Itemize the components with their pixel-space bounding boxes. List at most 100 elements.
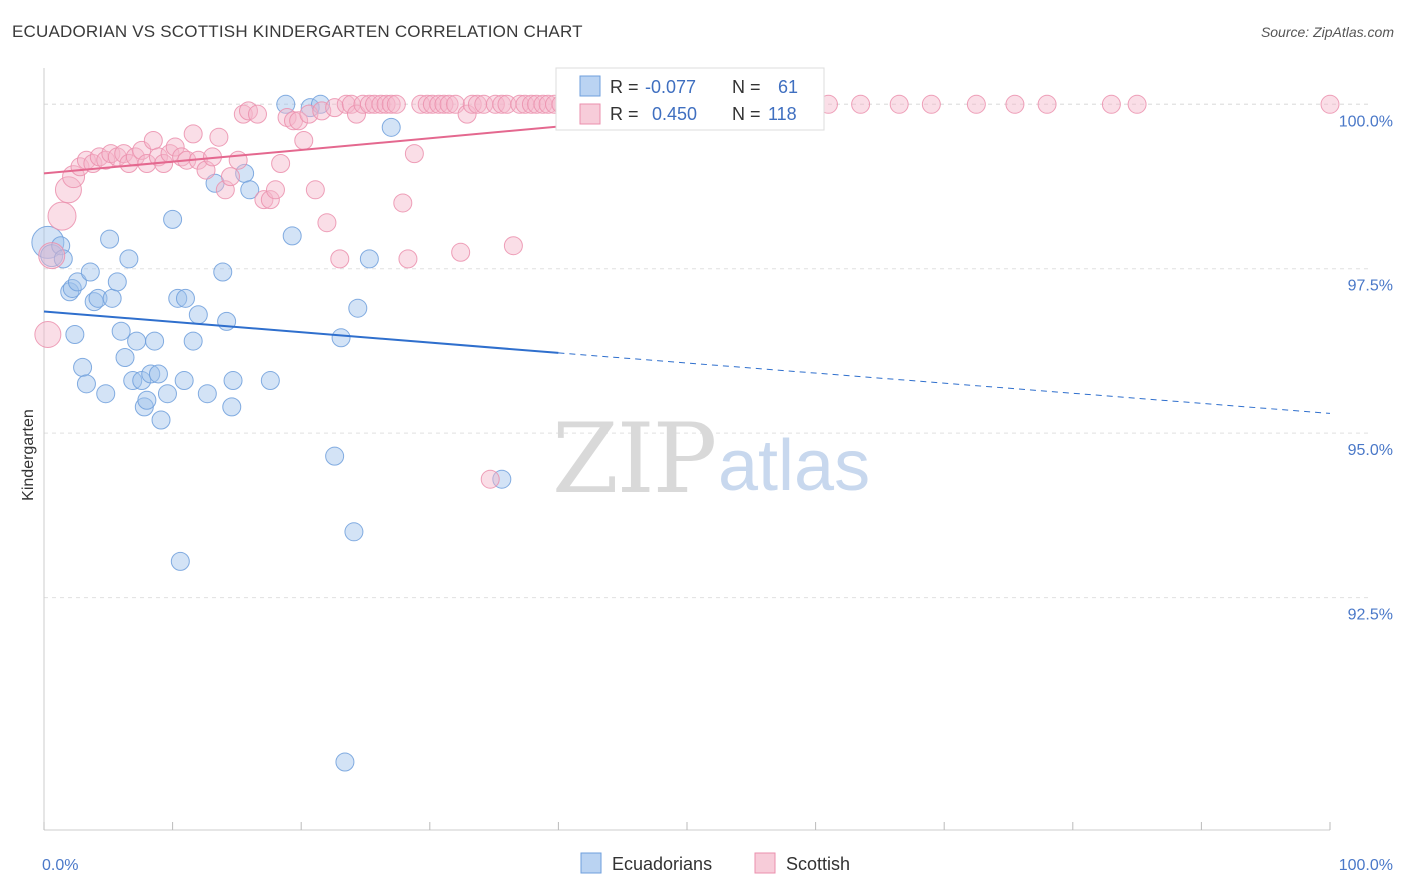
grid-lines <box>44 103 1370 599</box>
scottish-point-66 <box>434 94 454 114</box>
ecuadorian-point-15 <box>102 288 122 308</box>
y-tick-label-2: 95.0% <box>1348 442 1393 459</box>
ecuadorian-point-7 <box>67 272 87 292</box>
scottish-point-117 <box>1101 94 1121 114</box>
ecuadorian-point-28 <box>151 410 171 430</box>
scottish-point-64 <box>422 94 442 114</box>
scottish-point-46 <box>317 213 337 233</box>
ecuadorian-point-21 <box>127 331 147 351</box>
ecuadorian-point-55 <box>381 117 401 137</box>
scottish-point-44 <box>305 180 325 200</box>
scottish-point-116 <box>1037 94 1057 114</box>
scottish-point-63 <box>417 94 437 114</box>
x-tick-label-1: 100.0% <box>1339 857 1393 874</box>
scottish-point-48 <box>330 249 350 269</box>
ecuadorian-point-56 <box>492 469 512 489</box>
scottish-point-18 <box>148 147 168 167</box>
scottish-point-81 <box>521 94 541 114</box>
scottish-point-51 <box>346 104 366 124</box>
scottish-point-38 <box>271 154 291 173</box>
scottish-point-78 <box>503 236 523 256</box>
watermark-atlas: atlas <box>718 426 870 506</box>
ecuadorian-point-26 <box>145 331 165 351</box>
scottish-point-2 <box>47 201 77 231</box>
ecuadorian-point-10 <box>80 262 100 282</box>
scottish-point-28 <box>209 127 229 147</box>
scottish-point-58 <box>386 94 406 114</box>
bottom-legend-label-scottish: Scottish <box>786 854 850 874</box>
scottish-point-111 <box>851 94 871 114</box>
scottish-point-112 <box>889 94 909 114</box>
scottish-point-75 <box>485 94 505 114</box>
ecuadorian-point-53 <box>348 298 368 318</box>
ecuadorian-point-16 <box>107 272 127 292</box>
ecuadorian-point-9 <box>76 374 96 394</box>
scottish-point-54 <box>365 94 385 114</box>
ecuadorian-point-47 <box>282 226 302 246</box>
scottish-point-59 <box>393 193 413 213</box>
scottish-point-69 <box>451 242 471 262</box>
ecuadorian-point-31 <box>168 288 188 308</box>
scottish-point-36 <box>260 190 280 210</box>
ecuadorian-point-33 <box>174 371 194 391</box>
legend-r-label-1: R = <box>610 77 639 97</box>
ecuadorian-point-32 <box>170 551 190 571</box>
scottish-point-12 <box>114 144 134 164</box>
y-tick-label-3: 92.5% <box>1348 607 1393 624</box>
scottish-point-55 <box>371 94 391 114</box>
trend-lines <box>43 103 1331 414</box>
scottish-point-53 <box>359 94 379 114</box>
scottish-point-1 <box>38 242 66 270</box>
scottish-point-42 <box>294 130 314 150</box>
ecuadorian-point-19 <box>119 249 139 269</box>
ecuadorian-point-25 <box>141 364 161 384</box>
ecuadorian-point-49 <box>325 446 345 466</box>
ecuadorian-point-27 <box>148 364 168 384</box>
y-axis-label: Kindergarten <box>20 409 37 501</box>
ecuadorian-point-18 <box>115 348 135 368</box>
y-tick-label-1: 97.5% <box>1348 278 1393 295</box>
source-credit: Source: ZipAtlas.com <box>1260 24 1394 40</box>
scottish-point-61 <box>404 144 424 164</box>
scottish-point-31 <box>228 150 248 170</box>
ecuadorian-point-12 <box>88 288 108 308</box>
bottom-legend: Ecuadorians Scottish <box>580 852 850 874</box>
watermark: ZIP atlas <box>552 403 870 515</box>
ecuadorian-point-34 <box>175 288 195 308</box>
legend-swatch-scottish <box>579 103 601 125</box>
scottish-point-9 <box>96 150 116 170</box>
ecuadorian-trend-line <box>43 310 559 354</box>
scottish-point-3 <box>54 176 82 204</box>
watermark-zip: ZIP <box>552 403 715 515</box>
ecuadorian-point-39 <box>213 262 233 282</box>
ecuadorian-point-42 <box>223 371 243 391</box>
scottish-point-65 <box>429 94 449 114</box>
scottish-point-60 <box>398 249 418 269</box>
scottish-points <box>34 94 1340 489</box>
ecuadorian-point-30 <box>163 209 183 229</box>
scottish-point-37 <box>265 180 285 200</box>
scottish-point-113 <box>921 94 941 114</box>
legend-r-value-2: 0.450 <box>652 104 697 124</box>
ecuadorian-points <box>31 94 646 772</box>
scottish-point-34 <box>247 104 267 124</box>
ecuadorian-point-50 <box>331 328 351 348</box>
ecuadorian-point-52 <box>344 522 364 542</box>
scottish-point-119 <box>1320 94 1340 114</box>
scottish-point-30 <box>220 167 240 187</box>
chart-title: ECUADORIAN VS SCOTTISH KINDERGARTEN CORR… <box>12 22 583 41</box>
scottish-point-79 <box>510 94 530 114</box>
legend-box: R = -0.077 N = 61 R = 0.450 N = 118 <box>555 67 825 131</box>
scottish-point-118 <box>1127 94 1147 114</box>
legend-box-frame <box>555 67 825 131</box>
scottish-point-45 <box>312 101 332 121</box>
legend-n-value-2: 118 <box>768 104 797 124</box>
scottish-point-43 <box>299 104 319 124</box>
ecuadorian-point-14 <box>100 229 120 249</box>
legend-n-value-1: 61 <box>778 77 798 97</box>
ecuadorian-point-41 <box>222 397 242 417</box>
scottish-point-115 <box>1005 94 1025 114</box>
ecuadorian-point-35 <box>183 331 203 351</box>
ecuadorian-point-54 <box>359 249 379 269</box>
ecuadorian-point-17 <box>111 321 131 341</box>
